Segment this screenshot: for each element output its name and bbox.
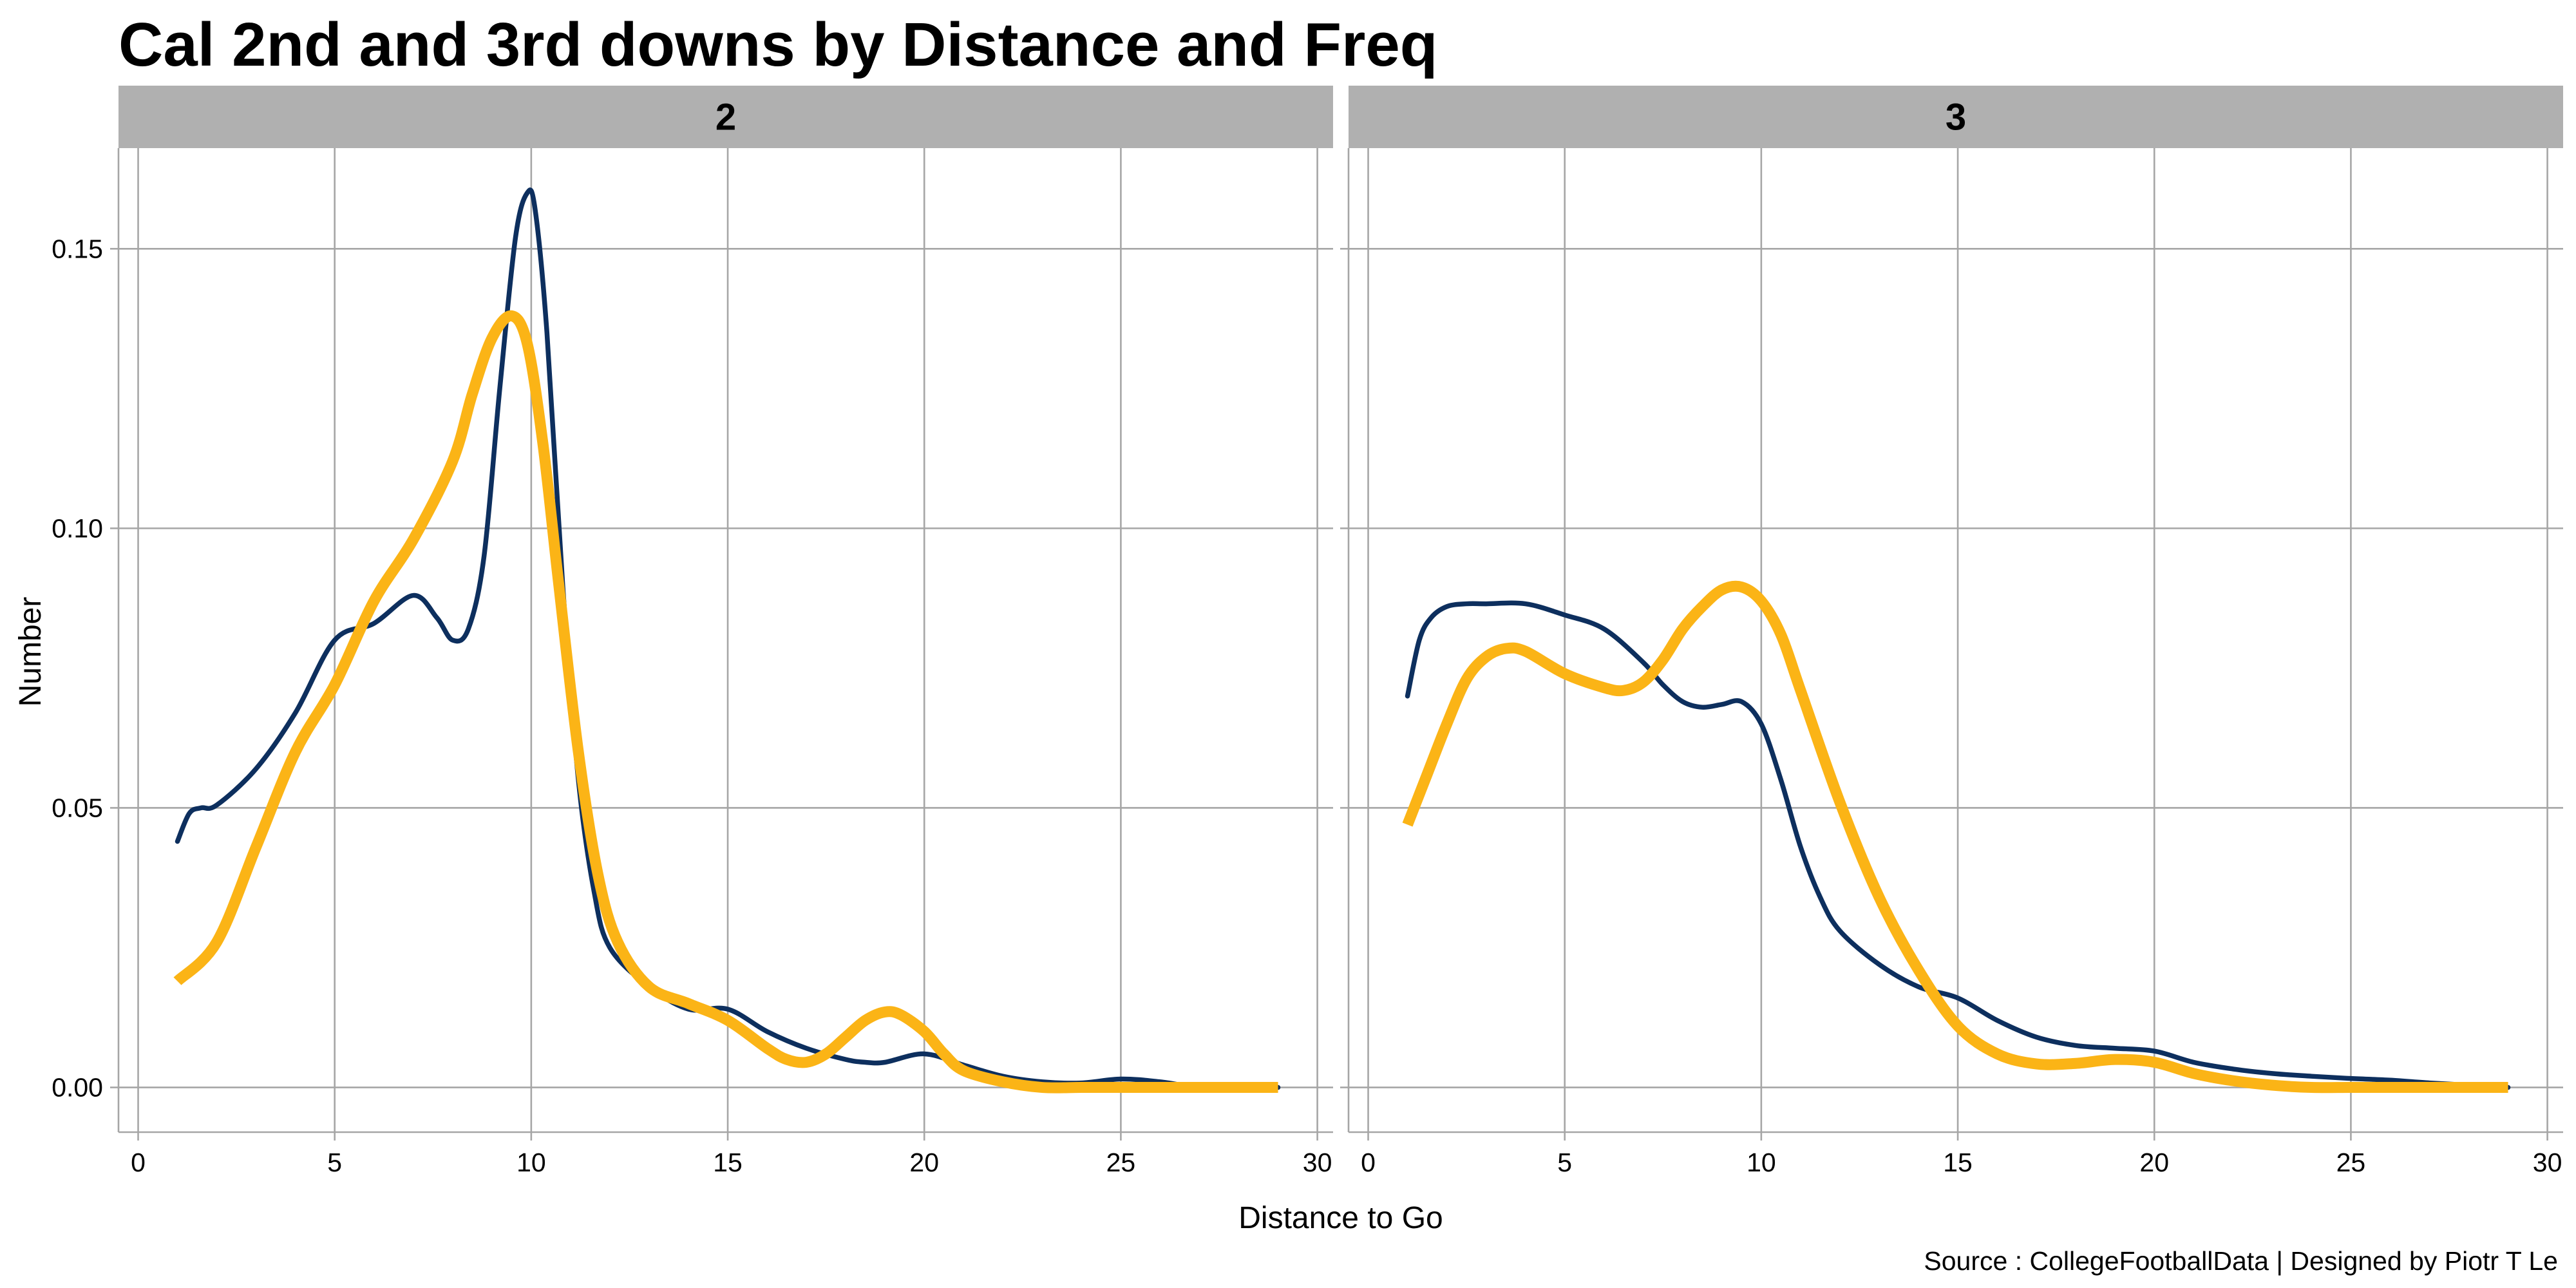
x-tick-label: 25 xyxy=(1106,1148,1136,1177)
y-axis-title: Number xyxy=(14,597,48,707)
x-tick-label: 10 xyxy=(516,1148,546,1177)
facet-strip-label: 3 xyxy=(1946,97,1966,138)
gold-series-line xyxy=(173,310,1278,1094)
x-tick-label: 5 xyxy=(327,1148,342,1177)
x-tick-label: 30 xyxy=(2533,1148,2562,1177)
x-tick-label: 5 xyxy=(1557,1148,1572,1177)
facet-strip-3 xyxy=(1349,86,2563,148)
x-tick-label: 10 xyxy=(1747,1148,1776,1177)
facet-strip-2 xyxy=(118,86,1333,148)
x-tick-label: 30 xyxy=(1303,1148,1332,1177)
x-tick-label: 20 xyxy=(2139,1148,2169,1177)
y-tick-label: 0.10 xyxy=(52,513,103,543)
x-tick-label: 0 xyxy=(131,1148,146,1177)
x-tick-label: 25 xyxy=(2336,1148,2366,1177)
x-axis-title: Distance to Go xyxy=(1238,1201,1443,1235)
x-tick-label: 0 xyxy=(1361,1148,1376,1177)
y-tick-label: 0.05 xyxy=(52,793,103,822)
facet-panel-2: 20 5 10 15 20 25 300.000.050.100.15 xyxy=(52,86,1333,1177)
x-tick-label: 20 xyxy=(909,1148,939,1177)
chart-title: Cal 2nd and 3rd downs by Distance and Fr… xyxy=(118,10,1437,79)
chart-caption: Source : CollegeFootballData | Designed … xyxy=(1924,1246,2558,1276)
gold-series-line xyxy=(1402,580,2508,1094)
x-tick-label: 15 xyxy=(1943,1148,1973,1177)
y-tick-label: 0.15 xyxy=(52,234,103,263)
facet-panel-3: 30 5 10 15 20 25 30 xyxy=(1340,86,2563,1177)
y-tick-label: 0.00 xyxy=(52,1073,103,1103)
x-tick-label: 15 xyxy=(713,1148,743,1177)
navy-series-line xyxy=(1405,600,2511,1090)
facet-strip-label: 2 xyxy=(715,97,736,138)
